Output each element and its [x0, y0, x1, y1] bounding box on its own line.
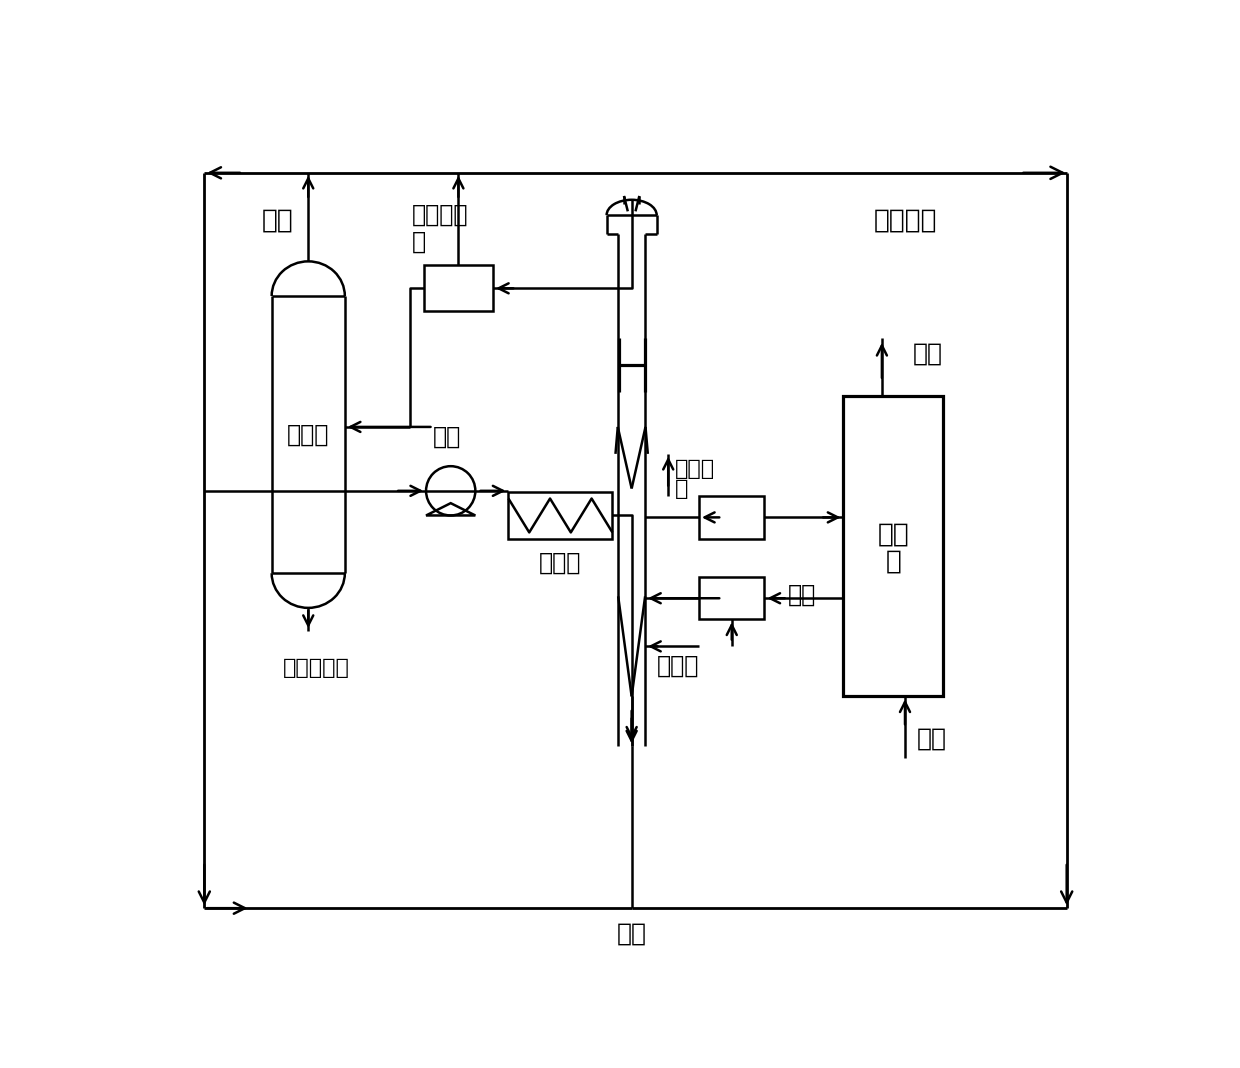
Bar: [843, 396, 944, 696]
Text: 原料: 原料: [433, 425, 461, 450]
Text: 废催化: 废催化: [675, 459, 714, 480]
Text: 蒸发器: 蒸发器: [288, 423, 330, 446]
Text: 烟气: 烟气: [913, 342, 942, 365]
Text: 加热器: 加热器: [539, 551, 582, 576]
Bar: [699, 497, 765, 538]
Text: 器: 器: [412, 230, 427, 254]
Text: 氢气: 氢气: [616, 922, 646, 946]
Text: 再生: 再生: [878, 522, 909, 548]
Text: 联苯浓缩液: 联苯浓缩液: [283, 658, 350, 678]
Text: 空气: 空气: [916, 726, 946, 751]
Text: 溶剂: 溶剂: [262, 207, 294, 234]
Text: 循环氢气: 循环氢气: [874, 207, 937, 234]
Text: 氮气: 氮气: [787, 582, 816, 607]
Bar: [508, 492, 613, 538]
Text: 器: 器: [885, 549, 901, 575]
Text: 剂: 剂: [675, 478, 688, 499]
Bar: [699, 577, 765, 619]
Text: 催化剂: 催化剂: [657, 654, 699, 677]
Bar: [424, 265, 494, 312]
Text: 气液分离: 气液分离: [412, 203, 469, 227]
